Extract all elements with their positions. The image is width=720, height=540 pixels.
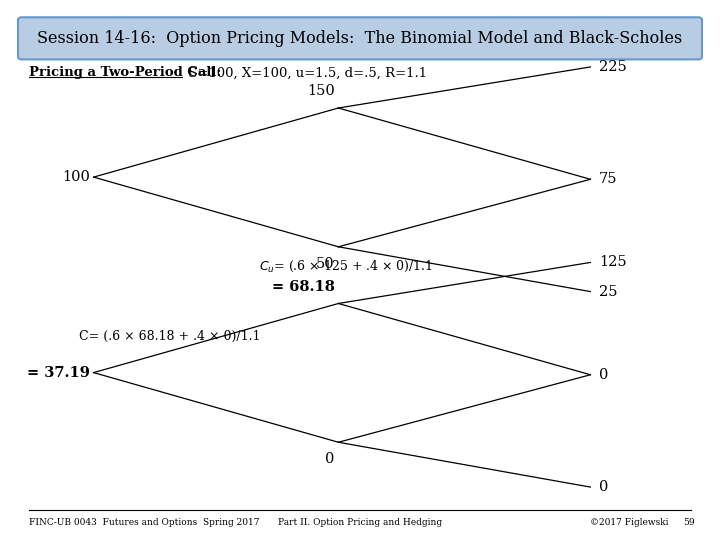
Text: ©2017 Figlewski: ©2017 Figlewski xyxy=(590,518,669,528)
Text: 0: 0 xyxy=(599,368,608,382)
Text: 150: 150 xyxy=(307,84,335,98)
Text: = 37.19: = 37.19 xyxy=(27,366,90,380)
FancyBboxPatch shape xyxy=(18,17,702,59)
Text: 50: 50 xyxy=(316,256,335,271)
Text: $C_u$= (.6 $\times$ 125 + .4 $\times$ 0)/1.1: $C_u$= (.6 $\times$ 125 + .4 $\times$ 0)… xyxy=(258,259,433,274)
Text: FINC-UB 0043  Futures and Options  Spring 2017: FINC-UB 0043 Futures and Options Spring … xyxy=(29,518,259,528)
Text: 225: 225 xyxy=(599,60,627,74)
Text: 0: 0 xyxy=(325,452,335,466)
Text: = 68.18: = 68.18 xyxy=(272,280,335,294)
Text: S=100, X=100, u=1.5, d=.5, R=1.1: S=100, X=100, u=1.5, d=.5, R=1.1 xyxy=(184,66,427,79)
Text: C= (.6 × 68.18 + .4 × 0)/1.1: C= (.6 × 68.18 + .4 × 0)/1.1 xyxy=(79,330,261,343)
Text: 75: 75 xyxy=(599,172,618,186)
Text: 0: 0 xyxy=(599,480,608,494)
Text: 59: 59 xyxy=(683,518,695,528)
Text: Part II. Option Pricing and Hedging: Part II. Option Pricing and Hedging xyxy=(278,518,442,528)
Text: 125: 125 xyxy=(599,255,626,269)
Text: 100: 100 xyxy=(62,170,90,184)
Text: 25: 25 xyxy=(599,285,618,299)
Text: Session 14-16:  Option Pricing Models:  The Binomial Model and Black-Scholes: Session 14-16: Option Pricing Models: Th… xyxy=(37,30,683,47)
Text: Pricing a Two-Period Call:: Pricing a Two-Period Call: xyxy=(29,66,221,79)
